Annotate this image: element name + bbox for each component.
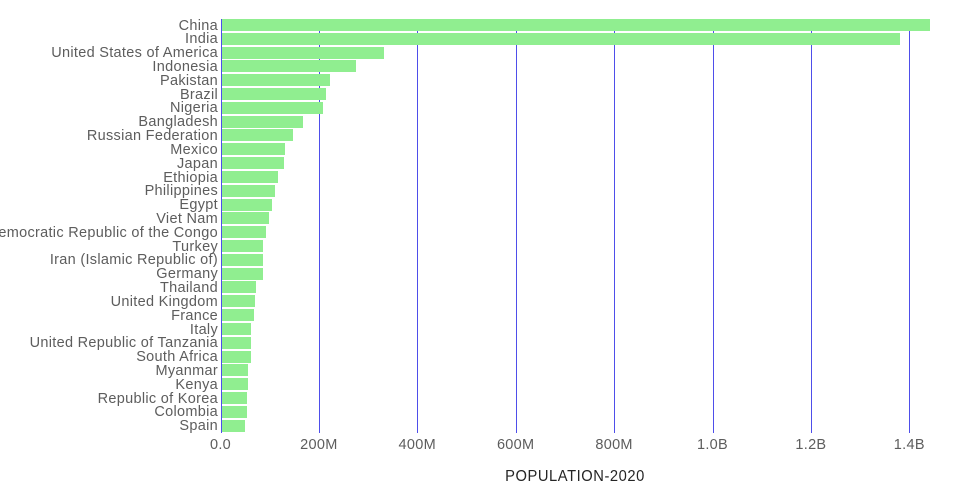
category-label: Myanmar: [155, 363, 218, 379]
gridline: [417, 19, 419, 433]
category-label: Turkey: [172, 238, 218, 255]
category-label: Brazil: [179, 86, 218, 103]
bar: [221, 405, 247, 418]
gridline: [318, 19, 320, 433]
bar: [221, 336, 251, 349]
category-label: Kenya: [175, 376, 218, 393]
bar: [221, 281, 256, 294]
bar: [221, 18, 930, 31]
bar: [221, 378, 248, 391]
gridline: [909, 19, 911, 433]
category-label: Russian Federation: [86, 128, 218, 145]
gridline: [810, 19, 812, 433]
bar: [221, 46, 385, 59]
category-label: United Kingdom: [110, 293, 218, 310]
category-label: India: [185, 31, 218, 48]
bar: [221, 226, 266, 239]
bar: [221, 101, 323, 114]
category-label: Colombia: [154, 404, 218, 421]
bar: [221, 309, 254, 322]
category-label: South Africa: [136, 349, 218, 366]
category-label: Democratic Republic of the Congo: [0, 224, 218, 241]
x-tick-label: 0.0: [209, 437, 232, 453]
gridline: [220, 19, 222, 433]
bar: [221, 212, 270, 225]
bar: [221, 295, 255, 308]
bar: [221, 419, 245, 432]
bar: [221, 184, 276, 197]
category-label: Japan: [176, 155, 218, 172]
bar: [221, 350, 251, 363]
bar: [221, 129, 294, 142]
bar: [221, 115, 303, 128]
x-tick-label: 400M: [398, 437, 437, 453]
bar: [221, 143, 285, 156]
category-label: Ethiopia: [163, 169, 218, 186]
bar: [221, 253, 263, 266]
bar: [221, 157, 284, 170]
x-tick-label: 600M: [496, 437, 535, 453]
category-label: Mexico: [170, 141, 218, 158]
gridline: [515, 19, 517, 433]
gridline: [614, 19, 616, 433]
x-tick-label: 200M: [300, 437, 338, 453]
category-label: Philippines: [144, 183, 218, 200]
x-axis-title: POPULATION-2020: [505, 468, 645, 485]
bar: [221, 392, 247, 405]
category-label: Bangladesh: [138, 114, 218, 131]
category-label: France: [171, 307, 218, 324]
category-label: Pakistan: [159, 72, 218, 89]
category-label: Indonesia: [152, 58, 218, 75]
x-tick-label: 1.4B: [893, 437, 925, 453]
bar: [221, 364, 249, 377]
bar: [221, 32, 901, 45]
bar: [221, 170, 279, 183]
x-tick-label: 1.0B: [696, 437, 729, 453]
category-label: Egypt: [179, 197, 218, 214]
category-label: Nigeria: [169, 100, 218, 117]
bar: [221, 240, 263, 253]
gridline: [712, 19, 714, 433]
category-label: Italy: [189, 321, 218, 338]
bar: [221, 88, 327, 100]
category-label: Republic of Korea: [97, 390, 218, 407]
x-tick-label: 800M: [595, 437, 633, 453]
category-label: United States of America: [51, 45, 218, 62]
category-label: Spain: [179, 418, 218, 435]
bar: [221, 60, 357, 73]
category-label: Iran (Islamic Republic of): [49, 252, 218, 269]
bar: [221, 322, 252, 335]
category-label: China: [178, 17, 218, 34]
category-label: Viet Nam: [156, 210, 218, 227]
x-tick-label: 1.2B: [795, 437, 827, 453]
category-label: Thailand: [159, 280, 218, 297]
bar: [221, 74, 331, 87]
category-label: Germany: [156, 266, 218, 283]
category-label: United Republic of Tanzania: [29, 335, 218, 352]
bar: [221, 267, 263, 280]
bar: [221, 198, 272, 211]
